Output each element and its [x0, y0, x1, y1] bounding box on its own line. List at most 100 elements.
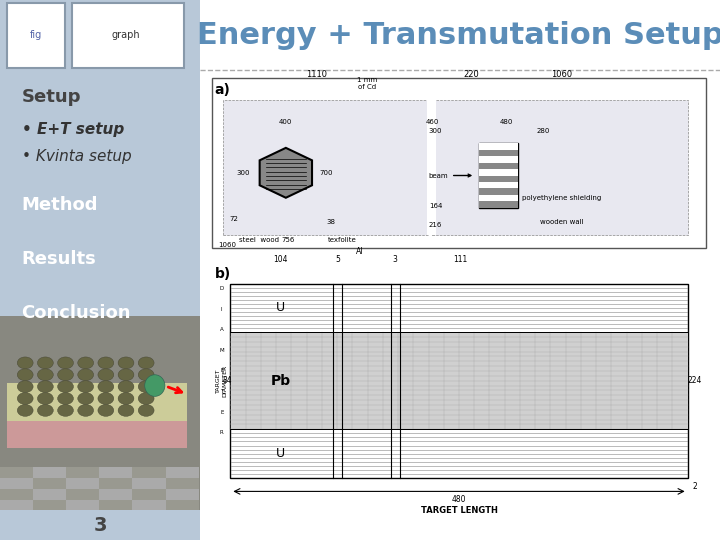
Bar — [479, 182, 518, 188]
Circle shape — [58, 393, 73, 404]
Text: 38: 38 — [327, 219, 336, 226]
Bar — [230, 284, 688, 478]
Text: 72: 72 — [230, 215, 238, 222]
Bar — [72, 3, 184, 68]
Text: 700: 700 — [320, 170, 333, 176]
Bar — [0, 467, 33, 478]
Bar — [479, 156, 518, 163]
Text: 3: 3 — [94, 516, 107, 535]
Circle shape — [78, 369, 94, 381]
Text: 1 mm
of Cd: 1 mm of Cd — [357, 77, 377, 90]
Circle shape — [98, 381, 114, 393]
Bar — [479, 143, 518, 208]
Bar — [479, 188, 518, 195]
Text: Al: Al — [356, 247, 364, 256]
Circle shape — [58, 357, 73, 369]
Text: E: E — [220, 368, 223, 374]
Circle shape — [98, 404, 114, 416]
Text: 104: 104 — [274, 255, 288, 264]
Text: Pb: Pb — [271, 374, 291, 388]
Text: U: U — [276, 301, 285, 314]
Circle shape — [138, 404, 154, 416]
Bar — [212, 262, 706, 494]
Bar — [33, 478, 66, 489]
Text: texfolite: texfolite — [328, 237, 356, 244]
Bar — [230, 284, 688, 332]
Text: graph: graph — [112, 30, 140, 40]
Bar — [66, 478, 99, 489]
Circle shape — [37, 357, 53, 369]
Text: D: D — [220, 286, 224, 292]
Text: 164: 164 — [429, 203, 442, 210]
Bar — [479, 143, 518, 150]
Bar — [99, 467, 132, 478]
Text: 280: 280 — [537, 127, 550, 134]
Text: 84: 84 — [222, 376, 233, 385]
Bar — [166, 467, 199, 478]
Circle shape — [58, 404, 73, 416]
Bar — [0, 0, 200, 540]
Bar — [33, 489, 66, 500]
Circle shape — [138, 357, 154, 369]
Text: • E+T setup: • E+T setup — [22, 122, 124, 137]
Bar — [479, 201, 518, 208]
Text: 460: 460 — [426, 118, 438, 125]
Text: Method: Method — [22, 196, 98, 214]
Circle shape — [37, 381, 53, 393]
Circle shape — [78, 404, 94, 416]
Bar — [432, 100, 688, 235]
Text: TARGET
DIAMETER: TARGET DIAMETER — [216, 364, 228, 397]
Text: wooden wall: wooden wall — [540, 219, 583, 226]
Bar — [0, 500, 33, 510]
Text: 1060: 1060 — [551, 70, 572, 79]
Bar — [33, 500, 66, 510]
Bar — [99, 489, 132, 500]
Text: 2: 2 — [693, 482, 697, 491]
Bar — [0, 510, 200, 540]
Circle shape — [37, 404, 53, 416]
Bar — [99, 478, 132, 489]
Text: Results: Results — [22, 250, 96, 268]
Bar — [66, 500, 99, 510]
Text: fig: fig — [30, 30, 42, 40]
Text: 216: 216 — [429, 222, 442, 228]
Text: 224: 224 — [688, 376, 702, 385]
Circle shape — [58, 381, 73, 393]
Text: 400: 400 — [279, 118, 292, 125]
Text: 300: 300 — [429, 127, 442, 134]
Bar — [230, 332, 688, 429]
Text: 111: 111 — [454, 255, 468, 264]
Text: a): a) — [215, 84, 230, 98]
Text: 220: 220 — [464, 70, 480, 79]
Bar — [66, 467, 99, 478]
Text: 1110: 1110 — [306, 70, 328, 79]
Bar — [166, 478, 199, 489]
Text: 3: 3 — [393, 255, 397, 264]
Bar — [132, 478, 166, 489]
Text: • Kvinta setup: • Kvinta setup — [22, 149, 131, 164]
Bar — [230, 429, 688, 478]
Circle shape — [37, 369, 53, 381]
Bar — [479, 195, 518, 201]
Text: 480: 480 — [451, 495, 467, 504]
Text: I: I — [221, 307, 222, 312]
Circle shape — [58, 369, 73, 381]
Bar — [33, 467, 66, 478]
Bar — [212, 78, 706, 248]
Ellipse shape — [145, 375, 165, 396]
Text: M: M — [220, 348, 224, 353]
Text: 480: 480 — [500, 118, 513, 125]
Text: beam: beam — [428, 172, 471, 179]
Bar — [0, 316, 200, 510]
Bar — [479, 163, 518, 169]
Circle shape — [37, 393, 53, 404]
Bar — [479, 169, 518, 176]
Circle shape — [98, 369, 114, 381]
Text: R: R — [220, 430, 224, 435]
Bar — [0, 478, 33, 489]
Bar — [7, 394, 187, 448]
Text: 1060: 1060 — [219, 242, 236, 248]
Bar — [0, 489, 33, 500]
Text: A: A — [220, 327, 224, 333]
Text: 5: 5 — [336, 255, 340, 264]
